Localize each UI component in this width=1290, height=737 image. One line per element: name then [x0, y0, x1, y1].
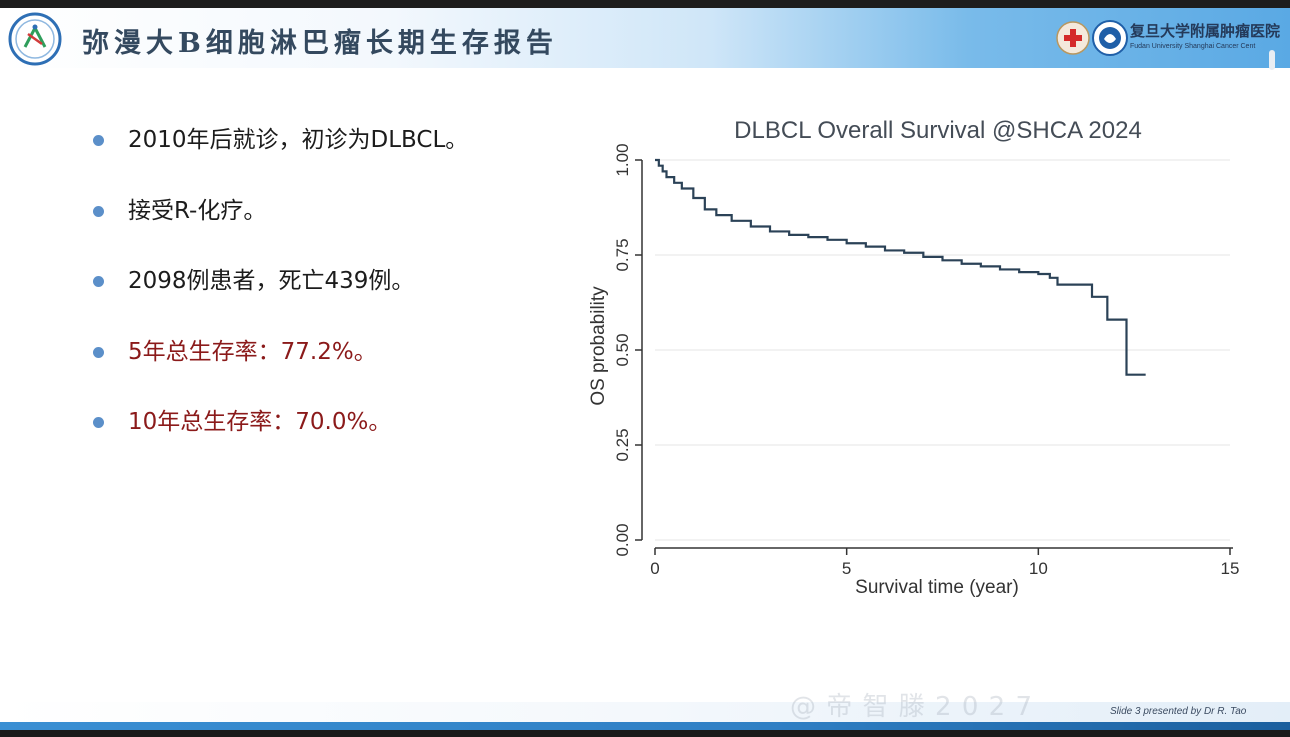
bullet-item: 10年总生存率：70.0%。	[90, 402, 570, 473]
bullet-item: 接受R-化疗。	[90, 191, 570, 262]
bullet-dot-icon	[93, 205, 104, 217]
bullet-item: 2010年后就诊，初诊为DLBCL。	[90, 120, 570, 191]
x-tick-label: 15	[1221, 559, 1240, 578]
y-tick-label: 0.25	[613, 428, 632, 461]
hospital-name: 复旦大学附属肿瘤医院 Fudan University Shanghai Can…	[1130, 20, 1280, 50]
watermark: @ 帝 智 滕 2 0 2 7	[790, 692, 1034, 722]
bullet-dot-icon	[93, 346, 104, 358]
slide-footer-note: Slide 3 presented by Dr R. Tao	[1110, 706, 1247, 717]
y-tick-label: 0.50	[613, 333, 632, 366]
bullet-text: 2098例患者，死亡439例。	[128, 268, 415, 294]
slide-title: 弥漫大B细胞淋巴瘤长期生存报告	[82, 28, 558, 59]
x-axis-label: Survival time (year)	[855, 577, 1019, 598]
bullet-dot-icon	[93, 135, 104, 146]
top-bar	[0, 0, 1290, 8]
red-cross-icon	[1056, 21, 1090, 55]
hospital-name-cn: 复旦大学附属肿瘤医院	[1130, 22, 1281, 40]
y-tick-label: 0.75	[613, 238, 632, 271]
bullet-item: 5年总生存率：77.2%。	[90, 332, 570, 403]
x-tick-label: 5	[842, 559, 851, 578]
y-ticks: 0.00 0.25 0.50 0.75 1.00	[613, 143, 642, 557]
slide-header: 弥漫大B细胞淋巴瘤长期生存报告 复旦大学附属肿瘤医院 Fudan Univers…	[0, 8, 1290, 68]
bullet-dot-icon	[93, 276, 104, 287]
bullet-list: 2010年后就诊，初诊为DLBCL。 接受R-化疗。 2098例患者，死亡439…	[90, 120, 570, 473]
hospital-name-en: Fudan University Shanghai Cancer Cent	[1130, 43, 1256, 50]
y-axis-label: OS probability	[588, 286, 609, 406]
bottom-dark-bar	[0, 730, 1290, 737]
y-tick-label: 1.00	[613, 143, 632, 176]
scrollbar-thumb[interactable]	[1269, 50, 1275, 70]
survival-chart: DLBCL Overall Survival @SHCA 2024 0 5 10 15…	[588, 117, 1239, 598]
x-tick-label: 10	[1029, 559, 1048, 578]
bullet-text: 5年总生存率：77.2%。	[128, 338, 377, 365]
society-logo-icon	[8, 12, 62, 66]
x-ticks: 0 5 10 15	[650, 548, 1239, 578]
bullet-text: 接受R-化疗。	[128, 197, 267, 224]
bullet-text: 10年总生存率：70.0%。	[128, 409, 392, 435]
bullet-item: 2098例患者，死亡439例。	[90, 261, 570, 332]
y-tick-label: 0.00	[613, 523, 632, 556]
bullet-text: 2010年后就诊，初诊为DLBCL。	[128, 127, 469, 153]
footer-band	[0, 702, 1290, 722]
hospital-logo-icon	[1092, 20, 1128, 56]
bullet-dot-icon	[93, 417, 104, 428]
chart-grid	[655, 159, 1230, 541]
chart-title: DLBCL Overall Survival @SHCA 2024	[734, 117, 1142, 144]
x-tick-label: 0	[650, 559, 659, 578]
os-curve	[655, 158, 1146, 376]
